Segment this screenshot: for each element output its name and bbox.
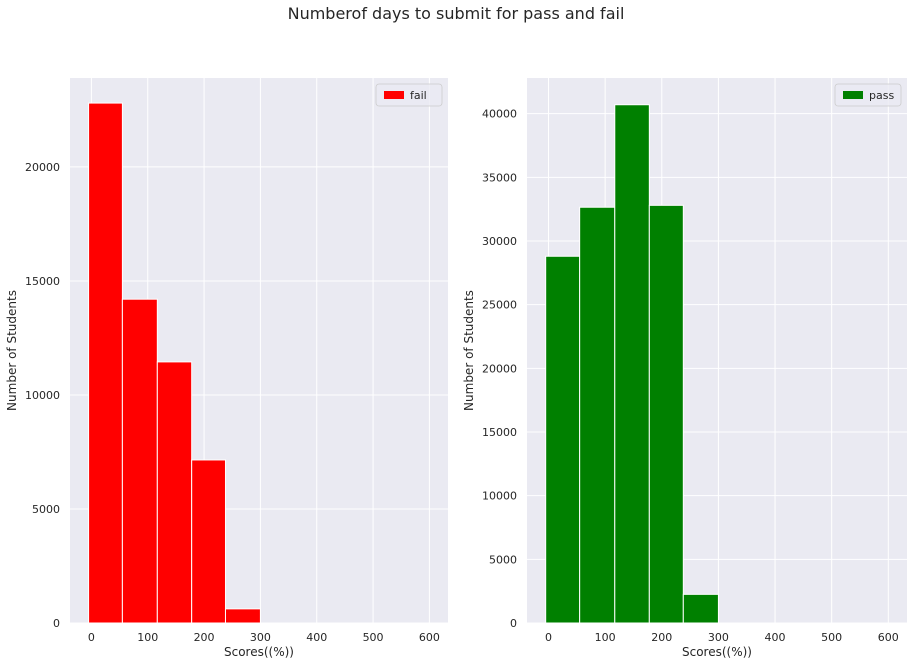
bar-fail-3	[191, 459, 226, 624]
y-tick-label: 20000	[482, 362, 517, 375]
x-tick-label: 100	[595, 631, 616, 644]
x-tick-label: 300	[708, 631, 729, 644]
y-tick-label: 0	[53, 617, 60, 630]
figure-title: Numberof days to submit for pass and fai…	[287, 4, 625, 23]
y-tick-label: 0	[510, 617, 517, 630]
y-tick-label: 30000	[482, 235, 517, 248]
y-tick-label: 25000	[482, 299, 517, 312]
y-tick-label: 5000	[32, 503, 60, 516]
x-tick-label: 600	[878, 631, 899, 644]
legend-box	[834, 83, 902, 107]
bar-fail-4	[224, 608, 261, 624]
x-tick-label: 500	[821, 631, 842, 644]
x-tick-label: 0	[545, 631, 552, 644]
legend-label: fail	[410, 89, 427, 102]
x-tick-label: 200	[194, 631, 215, 644]
y-tick-label: 40000	[482, 108, 517, 121]
x-tick-label: 600	[419, 631, 440, 644]
bar-fail-1	[121, 298, 158, 624]
x-tick-label: 400	[765, 631, 786, 644]
bar-pass-4	[682, 593, 719, 624]
y-tick-label: 10000	[25, 389, 60, 402]
x-tick-label: 500	[363, 631, 384, 644]
x-tick-label: 0	[88, 631, 95, 644]
x-tick-label: 300	[250, 631, 271, 644]
bar-fail-2	[156, 361, 193, 624]
y-tick-label: 10000	[482, 490, 517, 503]
x-tick-label: 400	[306, 631, 327, 644]
y-tick-label: 35000	[482, 171, 517, 184]
subplot-right: 0500010000150002000025000300003500040000…	[462, 78, 907, 659]
legend-swatch	[843, 91, 863, 99]
x-axis-label: Scores((%))	[682, 645, 752, 659]
y-tick-label: 15000	[25, 275, 60, 288]
bar-fail-0	[88, 102, 123, 624]
legend-box	[375, 83, 443, 107]
legend-label: pass	[869, 89, 894, 102]
bar-pass-1	[579, 206, 616, 624]
x-tick-label: 200	[651, 631, 672, 644]
subplot-left: 0 5000 10000 15000 20000 0 100 200 300 400 500 600 S…	[5, 78, 448, 659]
bar-pass-2	[614, 104, 650, 624]
y-tick-label: 15000	[482, 426, 517, 439]
y-tick-label: 20000	[25, 161, 60, 174]
legend: fail	[375, 83, 443, 107]
y-axis-label: Number of Students	[462, 290, 476, 411]
bar-pass-3	[648, 204, 684, 624]
y-axis-label: Number of Students	[5, 290, 19, 411]
legend: pass	[834, 83, 902, 107]
x-tick-label: 100	[137, 631, 158, 644]
x-axis-label: Scores((%))	[224, 645, 294, 659]
bar-pass-0	[545, 255, 581, 624]
legend-swatch	[384, 91, 404, 99]
y-tick-label: 5000	[489, 553, 517, 566]
